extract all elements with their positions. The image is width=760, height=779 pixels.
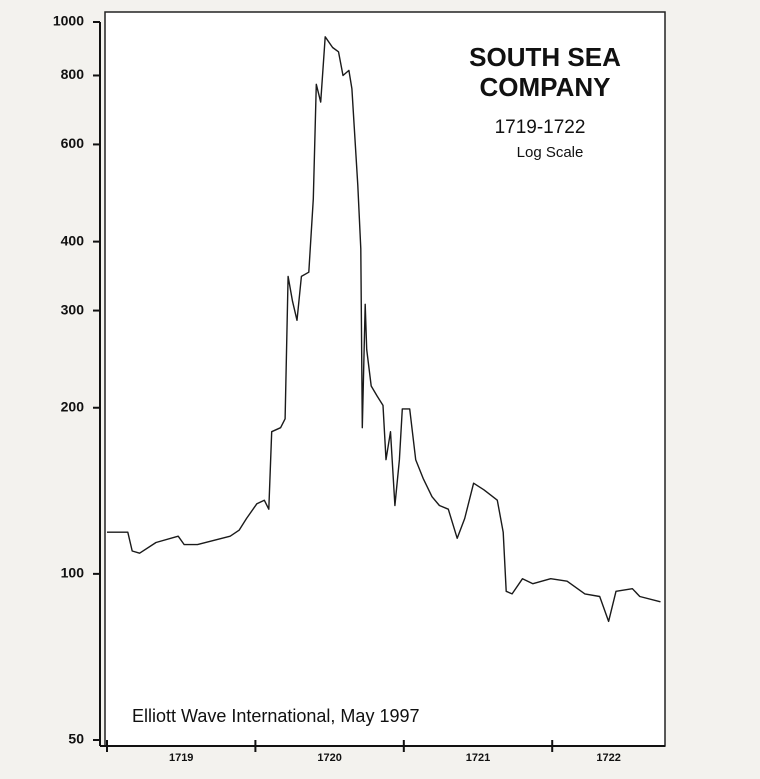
annotation: Elliott Wave International, May 1997 <box>132 706 419 726</box>
plot-frame <box>104 11 666 747</box>
x-tick-label: 1721 <box>466 752 490 764</box>
y-tick-label: 1000 <box>53 13 84 29</box>
y-tick-label: 200 <box>61 398 85 414</box>
chart-title: SOUTH SEA COMPANY <box>469 42 621 102</box>
scale-note: Log Scale <box>517 144 584 161</box>
y-tick-label: 800 <box>61 66 85 82</box>
x-tick-label: 1720 <box>317 752 341 764</box>
y-tick-label: 400 <box>61 232 85 248</box>
y-tick-label: 100 <box>61 565 85 581</box>
x-tick-label: 1719 <box>169 752 193 764</box>
y-tick-label: 50 <box>68 731 84 747</box>
y-tick-label: 600 <box>61 135 85 151</box>
chart-subtitle: 1719-1722 <box>495 117 586 138</box>
y-tick-label: 300 <box>61 301 85 317</box>
price-line <box>107 36 661 623</box>
x-tick-label: 1722 <box>596 752 620 764</box>
